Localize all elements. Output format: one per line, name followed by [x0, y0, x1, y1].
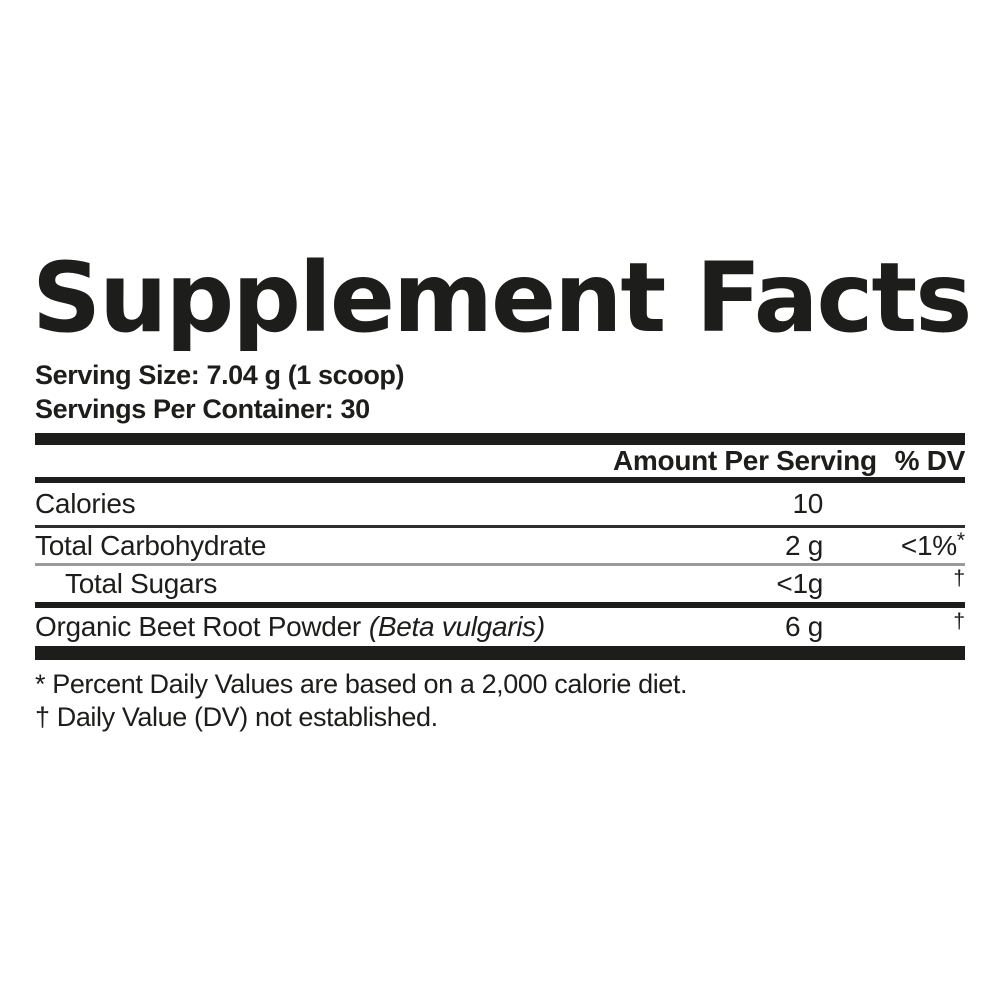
row-amount: 6 g [784, 611, 823, 642]
serving-size-text: Serving Size: 7.04 g (1 scoop) [35, 360, 405, 390]
table-row-total-sugars: Total Sugars <1g † [35, 566, 965, 608]
bottom-thick-bar [35, 646, 965, 660]
amount-per-serving-header: Amount Per Serving [613, 445, 877, 476]
row-name: Calories [35, 488, 136, 519]
ingredient-name: Organic Beet Root Powder [35, 611, 361, 642]
supplement-facts-label: Supplement Facts Serving Size: 7.04 g (1… [32, 0, 972, 1000]
row-name: Organic Beet Root Powder (Beta vulgaris) [35, 611, 613, 643]
row-dv: <1%* [823, 528, 965, 562]
ingredient-latin-name: (Beta vulgaris) [368, 611, 545, 642]
row-dv: † [823, 567, 965, 600]
asterisk-symbol: * [956, 528, 965, 552]
top-thick-bar [35, 433, 965, 445]
row-amount: 10 [792, 488, 823, 519]
facts-table: Amount Per Serving % DV Calories 10 Tota… [35, 445, 965, 646]
footnote-dv-not-established: † Daily Value (DV) not established. [35, 702, 438, 732]
table-row-calories: Calories 10 [35, 483, 965, 528]
dagger-symbol: † [953, 567, 965, 590]
dv-value: <1% [900, 529, 957, 561]
label-title: Supplement Facts [32, 242, 972, 354]
dagger-symbol: † [953, 610, 965, 633]
servings-per-container-text: Servings Per Container: 30 [35, 394, 370, 424]
footnote-daily-values: * Percent Daily Values are based on a 2,… [35, 669, 688, 699]
row-amount: <1g [776, 568, 823, 599]
row-name: Total Sugars [65, 568, 218, 599]
row-name: Total Carbohydrate [35, 529, 267, 561]
table-row-total-carbohydrate: Total Carbohydrate 2 g <1%* [35, 528, 965, 566]
row-amount: 2 g [784, 529, 823, 561]
table-row-beet-root-powder: Organic Beet Root Powder (Beta vulgaris) … [35, 608, 965, 646]
row-dv: † [823, 610, 965, 643]
percent-dv-header: % DV [894, 445, 966, 476]
table-header-row: Amount Per Serving % DV [35, 445, 965, 483]
